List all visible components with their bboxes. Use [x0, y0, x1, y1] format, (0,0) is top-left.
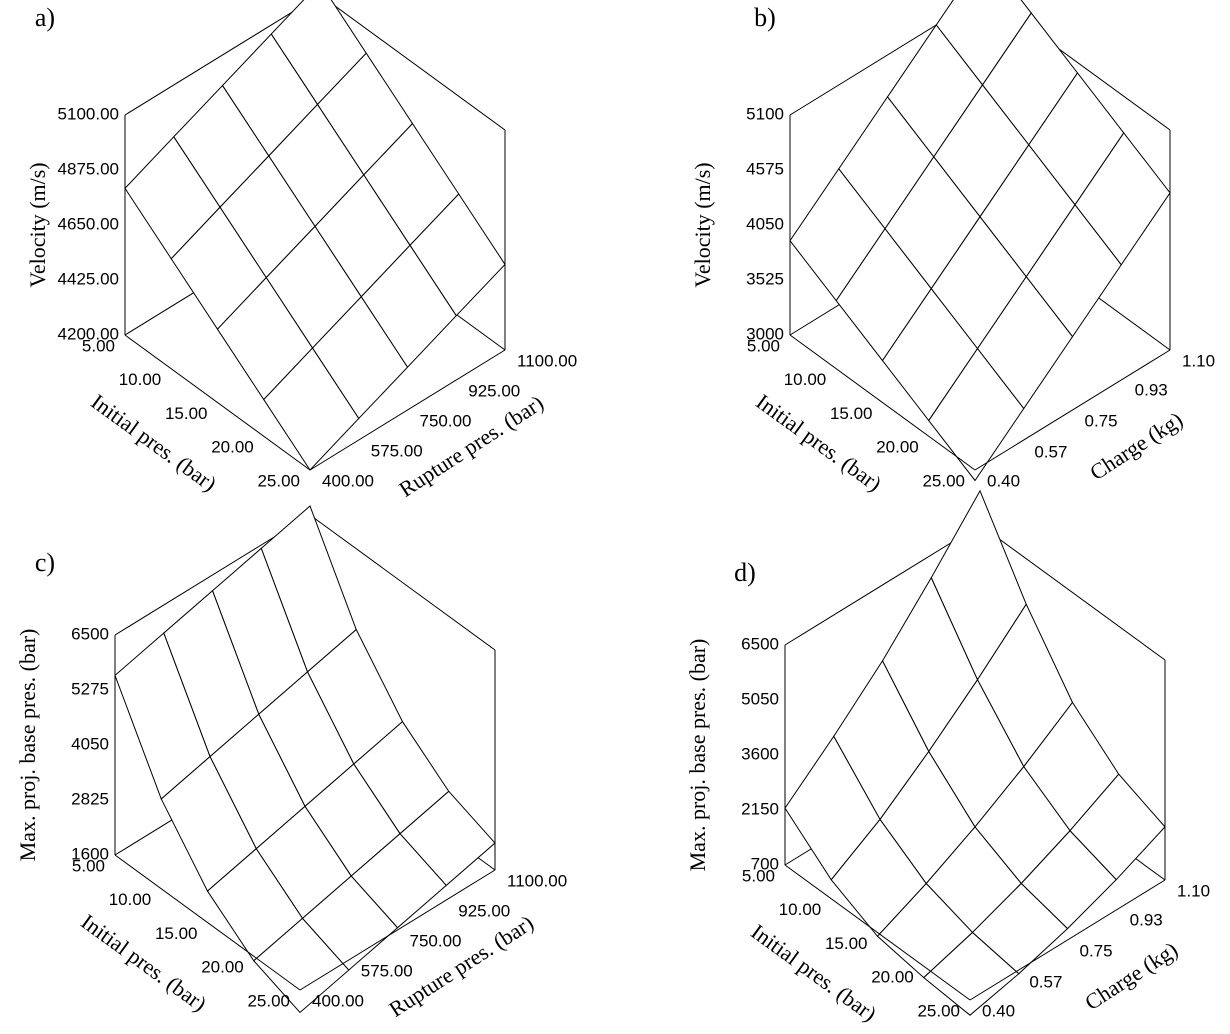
- box-edge: [299, 869, 496, 991]
- x-tick-label: 10.00: [784, 370, 827, 389]
- z-tick-label: 4200.00: [58, 324, 119, 343]
- y-tick-label: 0.75: [1080, 941, 1113, 960]
- y-tick-label: 0.57: [1029, 972, 1062, 991]
- x-tick-label: 20.00: [201, 958, 244, 977]
- panel: 4200.004425.004650.004875.005100.005.001…: [25, 0, 577, 502]
- x-tick-label: 25.00: [247, 991, 290, 1010]
- z-tick-label: 6500: [741, 634, 779, 653]
- panel: 700 2150 3600 5050 6500 5.0010.0015.0020.0025…: [685, 489, 1210, 1026]
- z-tick-label: 5275: [71, 679, 109, 698]
- z-tick-label: 4875.00: [58, 159, 119, 178]
- box-edge: [974, 349, 1171, 471]
- y-tick-label: 0.40: [982, 1001, 1015, 1020]
- panel-label: d): [734, 558, 756, 587]
- box-edge: [309, 349, 506, 471]
- y-tick-label: 0.75: [1085, 411, 1118, 430]
- surface-cell: [928, 347, 1025, 482]
- x-tick-label: 25.00: [257, 471, 300, 490]
- panel: 3000 3525 4050 4575 5100 5.0010.0015.0020.002…: [690, 0, 1215, 496]
- y-tick-label: 575.00: [371, 441, 423, 460]
- z-tick-label: 700: [751, 854, 779, 873]
- box-edge: [309, 514, 496, 651]
- z-tick-label: 4575: [746, 159, 784, 178]
- x-tick-label: 20.00: [876, 438, 919, 457]
- y-tick-label: 1.10: [1177, 881, 1210, 900]
- z-tick-label: 3525: [746, 269, 784, 288]
- y-tick-label: 400.00: [322, 471, 374, 490]
- z-tick-label: 3000: [746, 324, 784, 343]
- y-tick-label: 0.40: [987, 471, 1020, 490]
- panel: 1600 2825 4050 5275 6500 5.0010.0015.0020.002…: [15, 505, 567, 1022]
- x-tick-label: 10.00: [109, 890, 152, 909]
- box-edge: [114, 854, 301, 991]
- surface-cell: [253, 917, 350, 1014]
- x-tick-label: 5.00: [742, 866, 775, 885]
- x-tick-label: 5.00: [72, 856, 105, 875]
- x-tick-label: 10.00: [779, 900, 822, 919]
- z-tick-label: 2150: [741, 799, 779, 818]
- x-tick-label: 5.00: [747, 336, 780, 355]
- x-tick-label: 15.00: [825, 934, 868, 953]
- y-tick-label: 1.10: [1182, 351, 1215, 370]
- surface-cell: [263, 347, 360, 471]
- z-axis-label: Velocity (m/s): [25, 162, 50, 287]
- box-edge: [969, 879, 1166, 1001]
- z-axis-label: Velocity (m/s): [690, 162, 715, 287]
- box-edge: [784, 864, 971, 1001]
- y-tick-label: 925.00: [468, 381, 520, 400]
- x-tick-label: 10.00: [119, 370, 162, 389]
- x-tick-label: 25.00: [922, 471, 965, 490]
- panel-label: a): [35, 3, 55, 32]
- z-tick-label: 4650.00: [58, 214, 119, 233]
- x-tick-label: 15.00: [830, 404, 873, 423]
- z-tick-label: 1600: [71, 844, 109, 863]
- box-edge: [124, 0, 313, 116]
- z-tick-label: 3600: [741, 744, 779, 763]
- y-tick-label: 925.00: [458, 901, 510, 920]
- box-edge: [784, 524, 981, 646]
- box-edge: [789, 334, 976, 471]
- y-tick-label: 400.00: [312, 991, 364, 1010]
- y-tick-label: 750.00: [420, 411, 472, 430]
- box-edge: [124, 334, 311, 471]
- x-tick-label: 5.00: [82, 336, 115, 355]
- x-tick-label: 15.00: [155, 924, 198, 943]
- x-tick-label: 20.00: [871, 968, 914, 987]
- box-edge: [326, 0, 506, 131]
- y-tick-label: 1100.00: [517, 351, 577, 370]
- x-tick-label: 25.00: [917, 1001, 960, 1020]
- y-tick-label: 575.00: [361, 961, 413, 980]
- z-tick-label: 5050: [741, 689, 779, 708]
- box-edge: [979, 524, 1166, 661]
- z-tick-label: 6500: [71, 624, 109, 643]
- z-tick-label: 4050: [71, 734, 109, 753]
- z-tick-label: 4425.00: [58, 269, 119, 288]
- x-tick-label: 20.00: [211, 438, 254, 457]
- x-tick-label: 15.00: [165, 404, 208, 423]
- z-tick-label: 5100: [746, 104, 784, 123]
- surface-cell: [922, 931, 1020, 1016]
- z-axis-label: Max. proj. base pres. (bar): [15, 629, 40, 862]
- y-tick-label: 750.00: [410, 931, 462, 950]
- z-tick-label: 2825: [71, 789, 109, 808]
- y-tick-label: 0.57: [1034, 442, 1067, 461]
- y-tick-label: 0.93: [1135, 381, 1168, 400]
- y-tick-label: 0.93: [1130, 911, 1163, 930]
- z-tick-label: 5100.00: [58, 104, 119, 123]
- z-tick-label: 4050: [746, 214, 784, 233]
- y-tick-label: 1100.00: [507, 871, 567, 890]
- z-axis-label: Max. proj. base pres. (bar): [685, 639, 710, 872]
- panel-label: c): [35, 548, 55, 577]
- panel-label: b): [754, 3, 776, 32]
